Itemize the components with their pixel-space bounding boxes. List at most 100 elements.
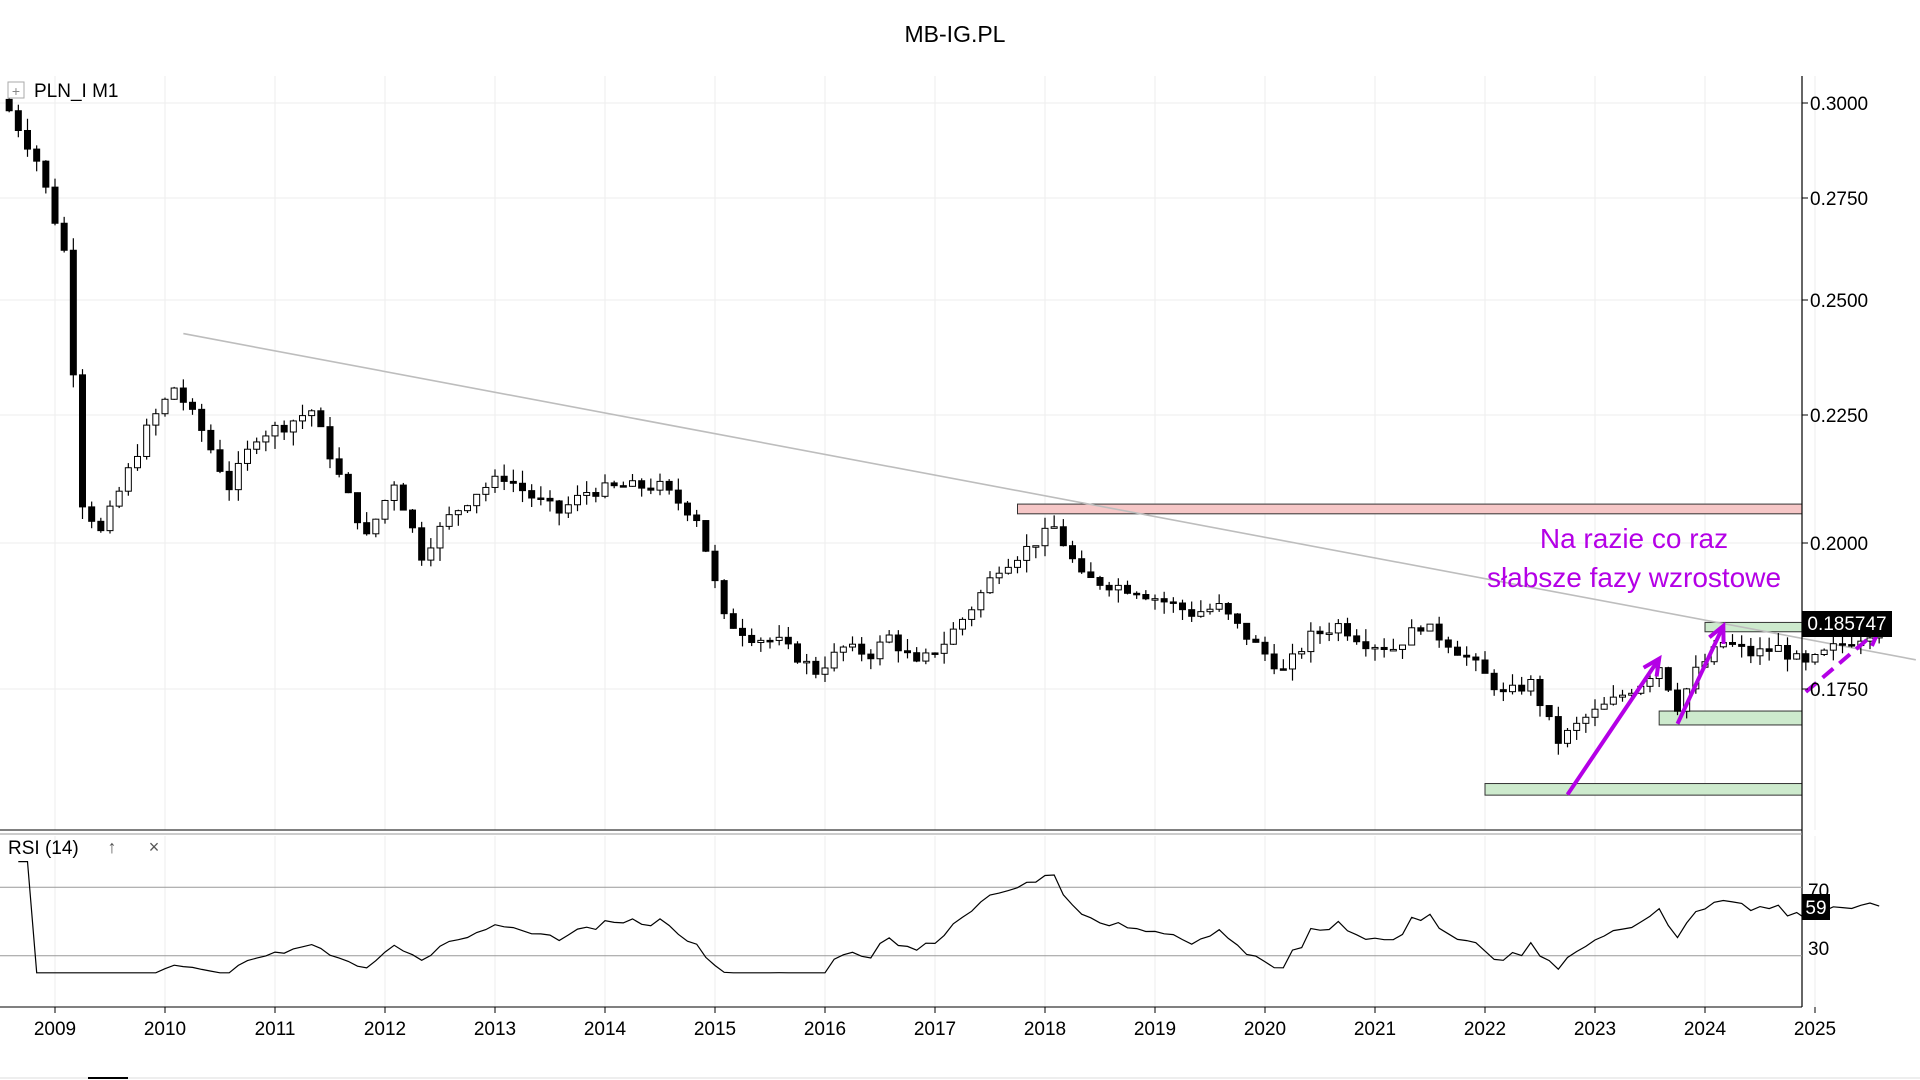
candle-body [959,618,966,630]
candle-body [234,462,242,491]
candle-body [1261,641,1269,655]
candle-body [225,470,233,491]
candle-body [344,473,352,494]
candle-body [885,634,893,643]
candle-body [454,510,462,516]
candle-body [1142,594,1150,600]
expand-glyph: + [12,83,20,99]
candle-body [473,493,481,507]
candle-body [913,652,921,662]
candle-body [1472,656,1480,661]
candle-body [88,506,96,522]
candle-body [115,490,123,507]
candle-body [1389,648,1397,652]
candle-body [1802,653,1810,663]
candle-body [1362,641,1370,650]
candle-body [1316,630,1324,635]
candle-body [1426,623,1434,632]
candle-body [445,514,453,527]
time-tick-label: 2014 [584,1019,627,1040]
candle-body [528,490,536,499]
time-tick-label: 2024 [1684,1019,1727,1040]
candle-body [1536,678,1544,707]
candle-body [1518,684,1526,692]
candle-body [702,520,710,552]
candle-body [555,500,563,514]
candle-body [372,518,380,535]
candle-body [977,592,985,611]
candle-body [354,492,361,524]
candle-body [876,641,884,660]
candle-body [1224,603,1232,615]
candle-body [198,408,206,431]
candle-body [1078,558,1086,573]
candle-body [757,639,765,644]
rsi-close-button[interactable]: × [149,837,160,857]
candle-body [1765,648,1773,652]
rsi-label: RSI (14) [8,838,79,859]
candle-body [1234,613,1241,624]
candle-body [1490,672,1498,691]
candle-body [1499,689,1507,693]
candle-body [207,429,215,451]
candle-body [794,643,801,663]
candle-body [42,160,50,188]
candle-body [381,499,389,520]
candle-body [1564,729,1571,744]
candle-body [1573,722,1581,731]
candle-body [1188,609,1196,617]
price-tick-label: 0.1750 [1810,680,1868,701]
candle-body [363,522,371,535]
candle-body [152,413,160,426]
candle-body [79,374,86,508]
candle-body [464,505,471,512]
candle-body [308,410,316,417]
candle-body [1609,696,1617,705]
candle-body [1829,643,1837,651]
candle-body [161,398,169,415]
rsi-line [0,861,1880,974]
time-tick-label: 2017 [914,1019,956,1040]
candle-body [1664,667,1672,691]
trend-arrow-shaft [1565,657,1661,796]
candle-body [1509,684,1516,693]
candle-body [1454,646,1461,656]
price-tick-label: 0.2500 [1810,291,1868,312]
time-tick-label: 2013 [474,1019,516,1040]
trend-arrow-shaft [1675,625,1726,725]
candle-body [574,494,581,506]
candle-body [170,387,178,400]
candle-body [244,448,251,464]
candle-body [894,634,902,652]
candle-body [500,475,508,482]
candle-body [1417,627,1425,632]
rsi-path [18,861,1880,974]
candle-body [748,634,756,644]
candle-body [775,636,783,641]
candle-body [1087,571,1095,579]
rsi-up-button[interactable]: ↑ [108,837,117,857]
price-tick-label: 0.3000 [1810,94,1868,115]
candle-body [317,410,325,428]
candle-body [656,480,664,491]
candle-body [1279,668,1287,671]
candle-body [674,489,682,504]
candle-body [1197,611,1205,617]
candle-body [1545,705,1553,718]
candle-body [931,652,939,655]
time-tick-label: 2009 [34,1019,76,1040]
candle-body [1344,623,1351,637]
candle-body [1444,639,1452,648]
time-tick-label: 2012 [364,1019,406,1040]
candle-body [399,484,407,511]
time-tick-label: 2019 [1134,1019,1176,1040]
candle-body [134,455,141,469]
time-tick-label: 2021 [1354,1019,1396,1040]
candle-body [124,467,132,492]
expand-button[interactable] [7,81,25,99]
candle-body [849,643,856,648]
candle-body [482,486,490,495]
candle-body [1133,592,1141,596]
instrument-label: PLN_I M1 [34,81,118,102]
